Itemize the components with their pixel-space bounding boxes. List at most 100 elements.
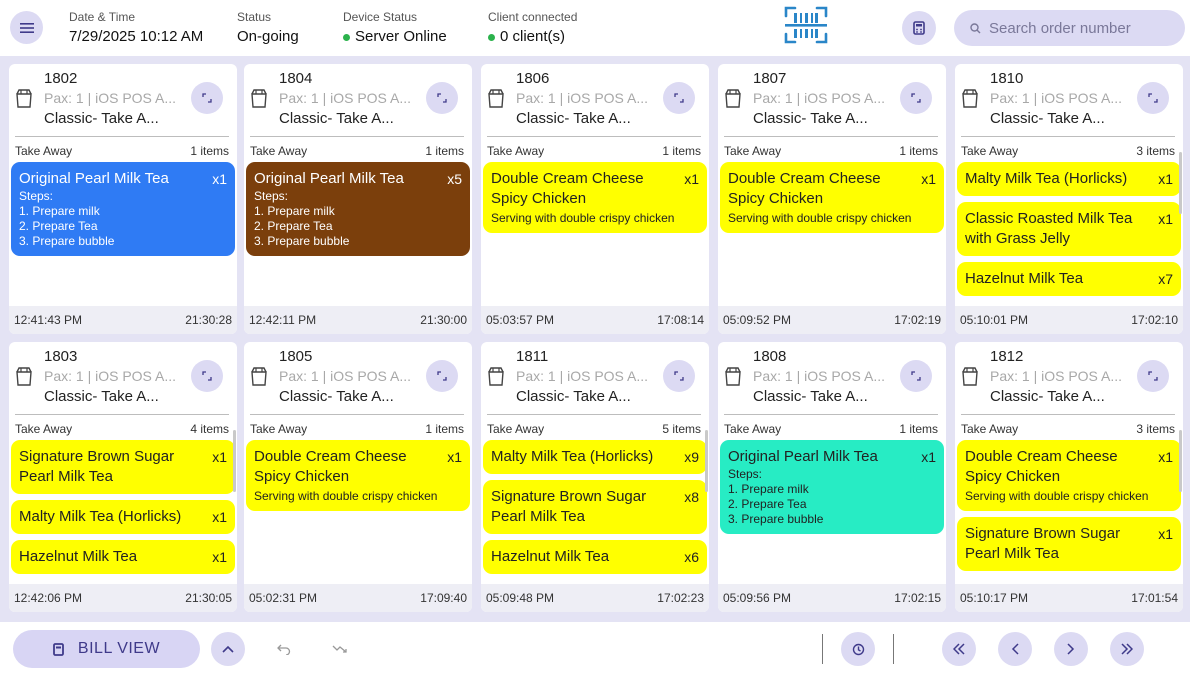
- order-item[interactable]: Hazelnut Milk Tea x1: [11, 540, 235, 574]
- order-item[interactable]: Original Pearl Milk Tea x5 Steps: 1. Prepar…: [246, 162, 470, 256]
- order-item[interactable]: Original Pearl Milk Tea x1 Steps: 1. Prepar…: [11, 162, 235, 256]
- top-bar: Date & Time 7/29/2025 10:12 AM Status On…: [0, 0, 1190, 56]
- expand-order-button[interactable]: [900, 82, 932, 114]
- first-page-button[interactable]: [942, 632, 976, 666]
- search-box[interactable]: [954, 10, 1185, 46]
- expand-icon: [437, 93, 447, 103]
- order-items-list[interactable]: Double Cream Cheese Spicy Chicken x1 Servi…: [720, 162, 944, 300]
- expand-order-button[interactable]: [1137, 360, 1169, 392]
- device-status-label: Device Status: [343, 10, 418, 24]
- item-quantity: x7: [1158, 271, 1173, 287]
- order-item[interactable]: Double Cream Cheese Spicy Chicken x1 Servi…: [720, 162, 944, 233]
- order-card[interactable]: 1805 Pax: 1 | iOS POS A... Classic- Take A…: [244, 342, 472, 612]
- order-items-list[interactable]: Original Pearl Milk Tea x1 Steps: 1. Prepar…: [11, 162, 235, 300]
- item-quantity: x1: [1158, 211, 1173, 227]
- order-card[interactable]: 1808 Pax: 1 | iOS POS A... Classic- Take A…: [718, 342, 946, 612]
- order-items-list[interactable]: Double Cream Cheese Spicy Chicken x1 Servi…: [483, 162, 707, 300]
- item-quantity: x1: [212, 449, 227, 465]
- order-item[interactable]: Malty Milk Tea (Horlicks) x1: [11, 500, 235, 534]
- order-card[interactable]: 1804 Pax: 1 | iOS POS A... Classic- Take A…: [244, 64, 472, 334]
- chevron-up-icon: [222, 645, 234, 653]
- order-item[interactable]: Double Cream Cheese Spicy Chicken x1 Servi…: [483, 162, 707, 233]
- items-scrollbar[interactable]: [233, 430, 236, 492]
- order-items-list[interactable]: Double Cream Cheese Spicy Chicken x1 Servi…: [957, 440, 1181, 578]
- order-pax-info: Pax: 1 | iOS POS A...: [990, 368, 1123, 384]
- header-divider: [724, 414, 938, 415]
- menu-button[interactable]: [10, 11, 43, 44]
- items-scrollbar[interactable]: [1179, 430, 1182, 492]
- history-button[interactable]: [841, 632, 875, 666]
- undo-button[interactable]: [270, 635, 298, 663]
- status-value: On-going: [237, 28, 299, 45]
- scroll-up-button[interactable]: [211, 632, 245, 666]
- order-card[interactable]: 1802 Pax: 1 | iOS POS A... Classic- Take A…: [9, 64, 237, 334]
- bill-view-button[interactable]: BILL VIEW: [13, 630, 200, 668]
- redo-button[interactable]: [326, 635, 354, 663]
- order-item[interactable]: Double Cream Cheese Spicy Chicken x1 Servi…: [957, 440, 1181, 511]
- items-scrollbar[interactable]: [1179, 152, 1182, 214]
- print-button[interactable]: [902, 11, 936, 45]
- order-card-footer: 05:09:52 PM 17:02:19: [718, 306, 946, 334]
- order-item[interactable]: Hazelnut Milk Tea x6: [483, 540, 707, 574]
- order-card[interactable]: 1803 Pax: 1 | iOS POS A... Classic- Take A…: [9, 342, 237, 612]
- separator: [822, 634, 823, 664]
- order-item[interactable]: Original Pearl Milk Tea x1 Steps: 1. Prepar…: [720, 440, 944, 534]
- expand-icon: [911, 93, 921, 103]
- expand-order-button[interactable]: [663, 82, 695, 114]
- order-number: 1812: [990, 348, 1024, 365]
- order-items-list[interactable]: Malty Milk Tea (Horlicks) x1 Classic Roast…: [957, 162, 1181, 300]
- online-dot-icon: [343, 33, 350, 41]
- order-pax-info: Pax: 1 | iOS POS A...: [516, 368, 649, 384]
- datetime-info: Date & Time 7/29/2025 10:12 AM: [69, 10, 203, 47]
- last-page-button[interactable]: [1110, 632, 1144, 666]
- service-type: Take Away: [724, 422, 782, 436]
- items-scrollbar[interactable]: [705, 430, 708, 492]
- item-quantity: x5: [447, 171, 462, 187]
- order-card-footer: 05:09:48 PM 17:02:23: [481, 584, 709, 612]
- order-card[interactable]: 1806 Pax: 1 | iOS POS A... Classic- Take A…: [481, 64, 709, 334]
- order-item[interactable]: Signature Brown Sugar Pearl Milk Tea x1: [957, 517, 1181, 571]
- order-card[interactable]: 1811 Pax: 1 | iOS POS A... Classic- Take A…: [481, 342, 709, 612]
- item-quantity: x1: [684, 171, 699, 187]
- item-quantity: x1: [921, 449, 936, 465]
- order-items-list[interactable]: Original Pearl Milk Tea x1 Steps: 1. Prepar…: [720, 440, 944, 578]
- order-item[interactable]: Signature Brown Sugar Pearl Milk Tea x8: [483, 480, 707, 534]
- order-items-list[interactable]: Original Pearl Milk Tea x5 Steps: 1. Prepar…: [246, 162, 470, 300]
- order-card[interactable]: 1812 Pax: 1 | iOS POS A... Classic- Take A…: [955, 342, 1183, 612]
- expand-order-button[interactable]: [1137, 82, 1169, 114]
- order-type: Classic- Take A...: [44, 388, 159, 405]
- next-page-button[interactable]: [1054, 632, 1088, 666]
- order-card-footer: 12:42:06 PM 21:30:05: [9, 584, 237, 612]
- order-item[interactable]: Classic Roasted Milk Tea with Grass Jell…: [957, 202, 1181, 256]
- item-description: Serving with double crispy chicken: [728, 211, 912, 225]
- order-item[interactable]: Hazelnut Milk Tea x7: [957, 262, 1181, 296]
- order-card[interactable]: 1810 Pax: 1 | iOS POS A... Classic- Take A…: [955, 64, 1183, 334]
- prev-page-button[interactable]: [998, 632, 1032, 666]
- item-step: 3. Prepare bubble: [728, 512, 824, 526]
- item-name: Double Cream Cheese Spicy Chicken: [254, 448, 407, 485]
- order-item[interactable]: Malty Milk Tea (Horlicks) x1: [957, 162, 1181, 196]
- search-input[interactable]: [989, 19, 1179, 37]
- order-start-time: 12:41:43 PM: [14, 313, 83, 327]
- item-quantity: x1: [447, 449, 462, 465]
- order-card[interactable]: 1807 Pax: 1 | iOS POS A... Classic- Take A…: [718, 64, 946, 334]
- order-items-list[interactable]: Double Cream Cheese Spicy Chicken x1 Servi…: [246, 440, 470, 578]
- order-items-list[interactable]: Signature Brown Sugar Pearl Milk Tea x1 Ma…: [11, 440, 235, 578]
- expand-order-button[interactable]: [191, 360, 223, 392]
- expand-order-button[interactable]: [900, 360, 932, 392]
- service-type: Take Away: [961, 422, 1019, 436]
- item-steps-label: Steps:: [19, 189, 54, 203]
- expand-order-button[interactable]: [663, 360, 695, 392]
- takeaway-bag-icon: [251, 367, 267, 386]
- order-item[interactable]: Signature Brown Sugar Pearl Milk Tea x1: [11, 440, 235, 494]
- barcode-scan-icon[interactable]: [783, 4, 829, 46]
- expand-order-button[interactable]: [426, 360, 458, 392]
- header-divider: [15, 414, 229, 415]
- order-items-list[interactable]: Malty Milk Tea (Horlicks) x9 Signature Bro…: [483, 440, 707, 578]
- order-number: 1811: [516, 348, 549, 365]
- expand-order-button[interactable]: [426, 82, 458, 114]
- expand-order-button[interactable]: [191, 82, 223, 114]
- expand-icon: [911, 371, 921, 381]
- order-item[interactable]: Malty Milk Tea (Horlicks) x9: [483, 440, 707, 474]
- order-item[interactable]: Double Cream Cheese Spicy Chicken x1 Servi…: [246, 440, 470, 511]
